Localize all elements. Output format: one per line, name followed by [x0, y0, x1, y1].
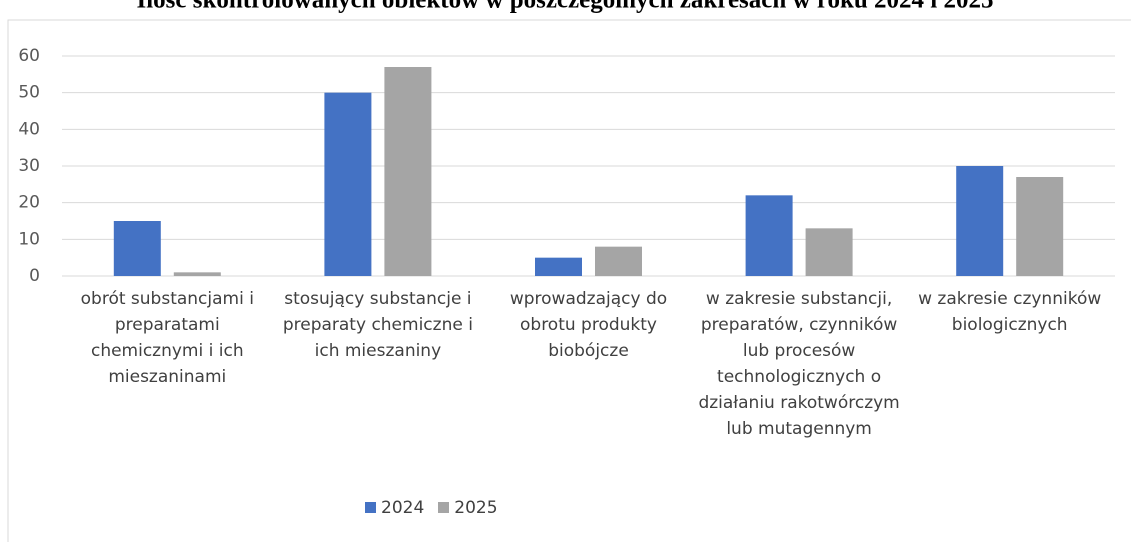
y-tick-label: 40	[18, 119, 40, 139]
bar	[324, 92, 372, 277]
x-tick-label: wprowadzający do obrotu produkty biobójc…	[509, 289, 668, 361]
y-tick-label: 60	[18, 46, 40, 66]
legend-label: 2025	[454, 498, 498, 518]
y-tick-label: 10	[18, 229, 40, 249]
bar	[113, 221, 161, 276]
x-tick-label: obrót substancjami i preparatami chemicz…	[80, 289, 254, 387]
bar	[745, 195, 793, 276]
x-tick-label: w zakresie czynników biologicznych	[918, 289, 1102, 335]
y-tick-label: 0	[29, 266, 40, 286]
chart-frame	[7, 19, 1131, 542]
x-tick-label: stosujący substancje i preparaty chemicz…	[282, 289, 473, 361]
legend-swatch	[365, 502, 376, 513]
legend-label: 2024	[381, 498, 425, 518]
bar	[595, 246, 642, 276]
x-tick-label: w zakresie substancji, preparatów, czynn…	[698, 289, 900, 439]
bar	[535, 257, 582, 276]
y-tick-label: 20	[18, 193, 40, 213]
legend-swatch	[438, 502, 450, 513]
chart-title: Ilość skontrolowanych obiektów w poszcze…	[137, 0, 994, 14]
y-tick-label: 30	[18, 156, 40, 176]
y-tick-label: 50	[18, 83, 40, 103]
bar	[956, 166, 1004, 276]
bar	[173, 272, 221, 276]
bar	[1016, 177, 1064, 276]
legend-item: 2024	[365, 498, 424, 518]
legend-item: 2025	[438, 498, 498, 518]
bar	[384, 67, 432, 276]
bar	[805, 228, 853, 276]
legend: 2024 2025	[365, 498, 498, 518]
